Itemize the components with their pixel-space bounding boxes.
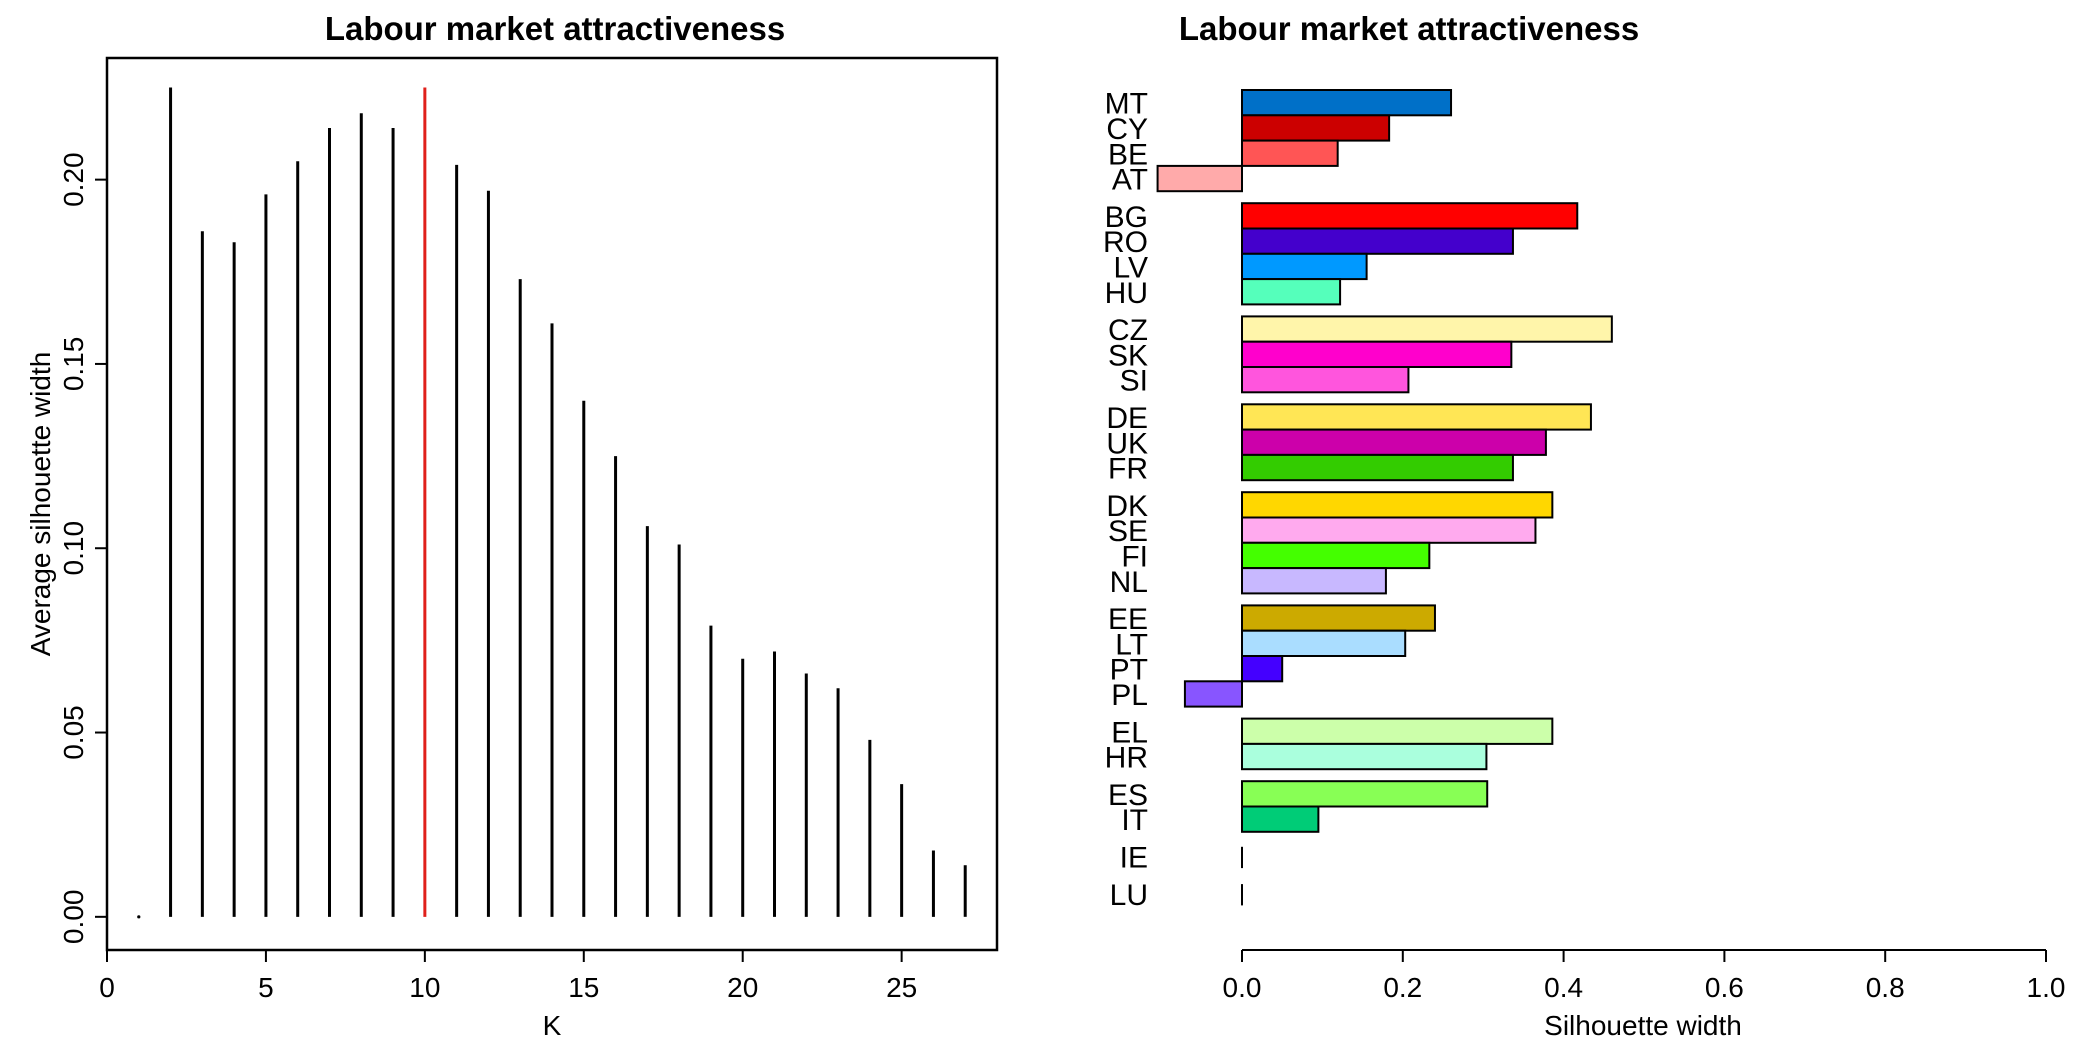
silhouette-bar — [1241, 202, 1579, 230]
country-label: HU — [1105, 277, 1148, 310]
country-label: CZ — [1108, 314, 1148, 347]
silhouette-bar — [1241, 89, 1453, 117]
country-label: BG — [1105, 201, 1148, 234]
silhouette-bar — [1241, 655, 1284, 683]
silhouette-bar — [1241, 428, 1547, 456]
silhouette-bar — [1241, 742, 1488, 771]
country-label: LV — [1114, 251, 1148, 284]
y-tick-label: 0.15 — [58, 337, 89, 392]
country-label: SE — [1108, 515, 1148, 548]
silhouette-bar — [1241, 139, 1339, 167]
left-plot-frame — [105, 56, 999, 952]
silhouette-bar — [1241, 780, 1489, 808]
country-label: IE — [1120, 841, 1148, 874]
country-label: FR — [1108, 453, 1148, 486]
country-label: ES — [1108, 779, 1148, 812]
silhouette-bar — [1241, 340, 1513, 369]
x-tick-label: 0.2 — [1383, 972, 1422, 1003]
silhouette-bar — [1241, 278, 1342, 306]
country-label: AT — [1112, 164, 1148, 197]
country-label: EL — [1111, 716, 1148, 749]
country-label: DE — [1106, 402, 1148, 435]
x-tick-label: 0 — [99, 972, 115, 1003]
silhouette-bar — [1241, 252, 1368, 281]
y-tick-label: 0.00 — [58, 890, 89, 945]
country-label: BE — [1108, 138, 1148, 171]
right-x-axis-label: Silhouette width — [1544, 1010, 1742, 1041]
silhouette-bar — [1241, 541, 1431, 570]
x-tick-label: 20 — [727, 972, 758, 1003]
country-label: NL — [1110, 566, 1148, 599]
y-tick-label: 0.20 — [58, 152, 89, 207]
silhouette-bar — [1241, 453, 1514, 482]
silhouette-bar — [1241, 491, 1554, 519]
left-x-axis-label: K — [543, 1010, 562, 1041]
silhouette-bar — [1241, 315, 1613, 343]
silhouette-bar — [1241, 604, 1436, 632]
left-chart-title: Labour market attractiveness — [325, 10, 785, 47]
silhouette-bar — [1241, 114, 1391, 142]
country-label: PT — [1110, 654, 1148, 687]
country-label: IT — [1121, 804, 1148, 837]
silhouette-bar — [1241, 516, 1537, 544]
left-chart: Labour market attractiveness 0 5 10 15 20 25 … — [25, 10, 999, 1041]
x-tick-label: 1.0 — [2027, 972, 2066, 1003]
x-tick-label: 15 — [568, 972, 599, 1003]
country-label: EE — [1108, 603, 1148, 636]
silhouette-bar — [1183, 680, 1244, 708]
country-label: LT — [1115, 628, 1148, 661]
silhouette-bar — [1241, 366, 1410, 394]
right-chart-title: Labour market attractiveness — [1179, 10, 1639, 47]
country-label: FI — [1121, 540, 1148, 573]
left-series — [137, 87, 967, 919]
silhouette-bar — [1241, 227, 1514, 255]
k-line — [137, 915, 141, 919]
x-tick-label: 10 — [409, 972, 440, 1003]
y-tick-label: 0.10 — [58, 521, 89, 576]
y-tick-label: 0.05 — [58, 705, 89, 760]
country-label: HR — [1105, 742, 1148, 775]
x-tick-label: 0.6 — [1705, 972, 1744, 1003]
country-label: MT — [1105, 88, 1148, 121]
country-label: RO — [1103, 226, 1148, 259]
right-x-axis: 0.0 0.2 0.4 0.6 0.8 1.0 — [1223, 949, 2066, 1003]
country-label: DK — [1106, 490, 1148, 523]
x-tick-label: 25 — [886, 972, 917, 1003]
silhouette-bar — [1241, 717, 1554, 745]
silhouette-bar — [1241, 629, 1407, 658]
left-y-axis: 0.00 0.05 0.10 0.15 0.20 — [58, 152, 107, 944]
country-label: UK — [1106, 427, 1148, 460]
silhouette-bar — [1156, 164, 1243, 193]
x-tick-label: 0.0 — [1223, 972, 1262, 1003]
x-tick-label: 0.8 — [1866, 972, 1905, 1003]
silhouette-bar — [1241, 805, 1320, 833]
left-x-axis: 0 5 10 15 20 25 — [99, 950, 917, 1003]
country-label: CY — [1106, 113, 1148, 146]
country-label: SK — [1108, 339, 1148, 372]
left-y-axis-label: Average silhouette width — [25, 352, 56, 657]
x-tick-label: 5 — [258, 972, 274, 1003]
country-label: LU — [1110, 879, 1148, 912]
silhouette-bar — [1241, 403, 1592, 431]
country-label: PL — [1111, 679, 1148, 712]
country-label: SI — [1120, 365, 1148, 398]
x-tick-label: 0.4 — [1544, 972, 1583, 1003]
silhouette-bar — [1241, 567, 1387, 595]
